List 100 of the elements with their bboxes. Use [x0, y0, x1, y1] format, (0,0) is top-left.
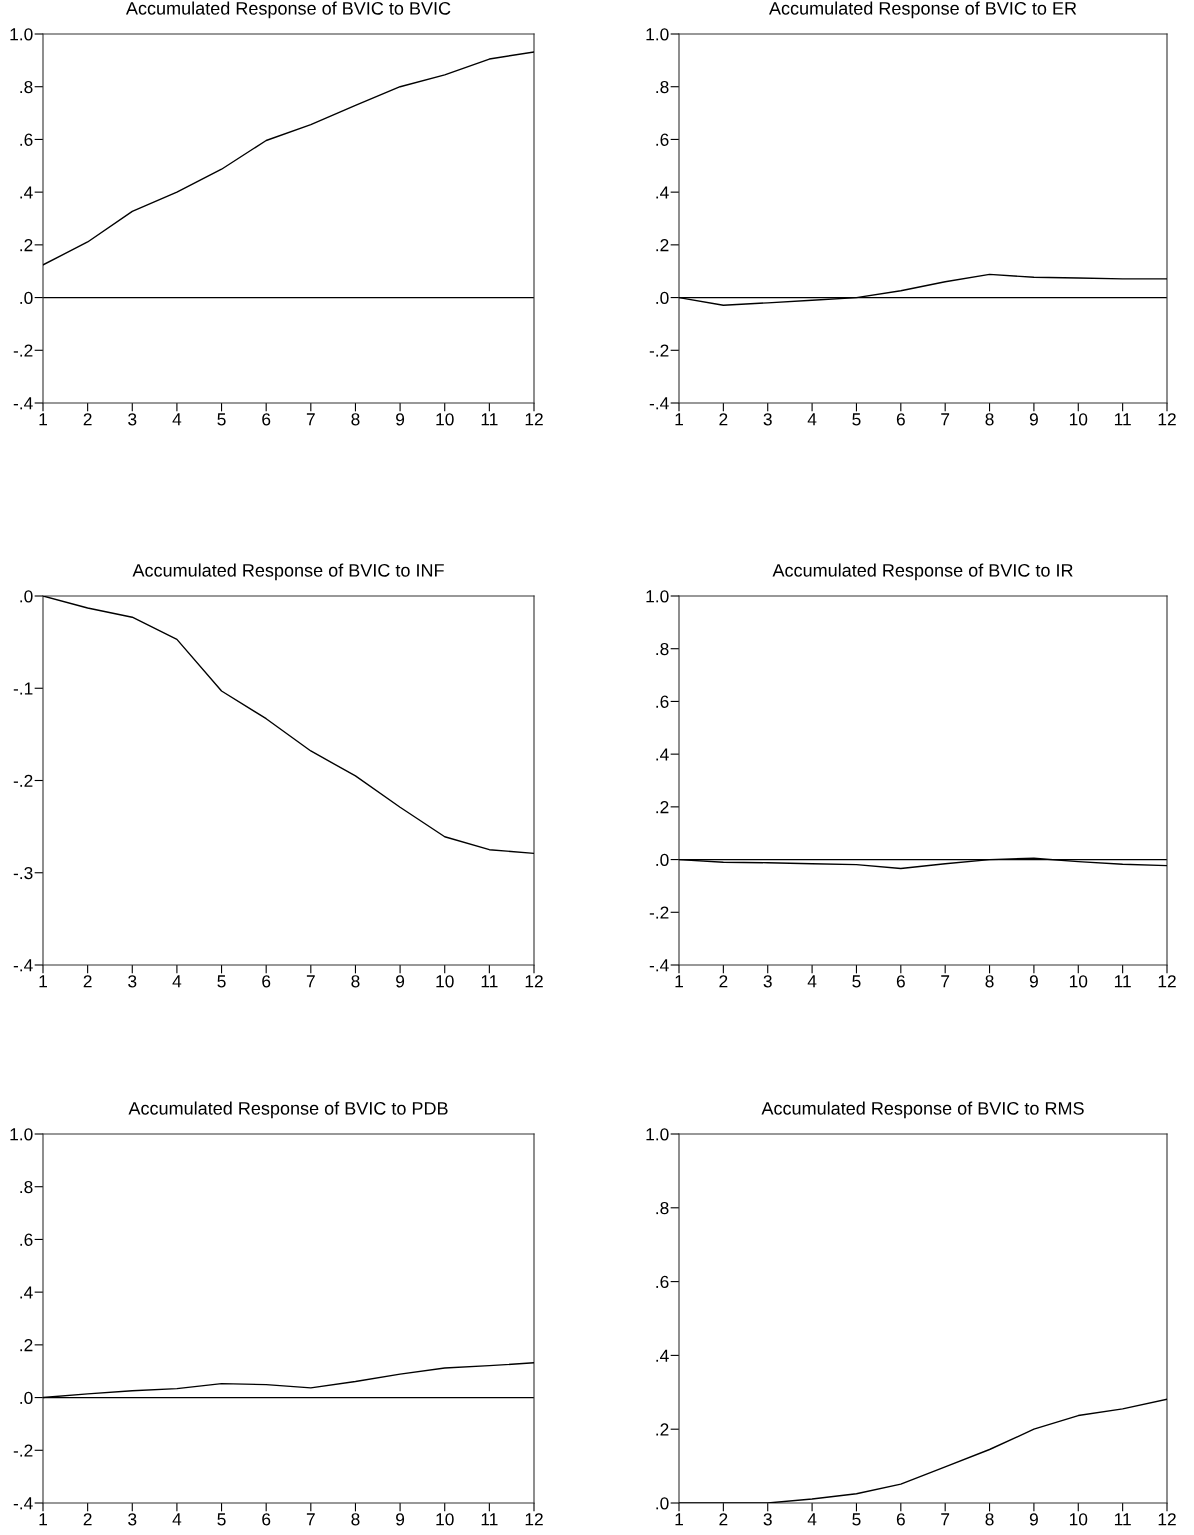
- x-tick-label: 3: [763, 413, 772, 426]
- x-tick-label: 2: [83, 413, 92, 426]
- y-tick-label: -.1: [13, 682, 33, 695]
- x-tick-label: 12: [525, 975, 543, 988]
- x-tick-label: 3: [763, 1513, 772, 1526]
- x-tick-label: 3: [128, 1513, 137, 1526]
- x-tick-label: 4: [807, 1513, 817, 1526]
- chart-title: Accumulated Response of BVIC to ER: [768, 1, 1077, 19]
- y-tick-label: 1.0: [646, 590, 669, 603]
- x-tick-label: 9: [396, 413, 405, 426]
- y-tick-label: .8: [20, 1180, 33, 1194]
- x-tick-label: 9: [1029, 975, 1038, 988]
- y-tick-label: .8: [20, 80, 33, 94]
- x-tick-label: 2: [719, 413, 728, 426]
- y-tick-label: 1.0: [646, 1128, 669, 1141]
- y-tick-label: -.4: [13, 397, 33, 410]
- y-tick-label: -.4: [649, 959, 669, 972]
- y-tick-label: .6: [656, 1275, 669, 1289]
- x-tick-label: 10: [436, 1513, 454, 1526]
- y-tick-label: .6: [656, 133, 669, 146]
- x-tick-label: 8: [351, 975, 360, 988]
- x-tick-label: 1: [39, 413, 47, 426]
- x-tick-label: 9: [1029, 413, 1038, 426]
- x-tick-label: 1: [675, 975, 683, 988]
- x-tick-label: 12: [525, 413, 543, 426]
- x-tick-label: 5: [852, 413, 861, 426]
- x-tick-label: 7: [306, 975, 315, 988]
- y-tick-label: -.4: [13, 959, 33, 972]
- x-tick-label: 6: [262, 975, 271, 988]
- y-tick-label: .6: [656, 695, 669, 708]
- x-tick-label: 8: [985, 1513, 994, 1526]
- y-tick-label: .4: [656, 748, 669, 761]
- x-tick-label: 8: [351, 413, 360, 426]
- chart-title: Accumulated Response of BVIC to PDB: [128, 1101, 448, 1119]
- y-tick-label: 1.0: [646, 28, 669, 41]
- x-tick-label: 2: [83, 1513, 92, 1526]
- x-tick-label: 4: [172, 975, 182, 988]
- x-tick-label: 11: [481, 975, 498, 988]
- x-tick-label: 6: [896, 413, 905, 426]
- x-tick-label: 7: [306, 1513, 315, 1526]
- x-tick-label: 11: [481, 413, 498, 426]
- x-tick-label: 1: [675, 413, 683, 426]
- y-tick-label: .4: [20, 186, 33, 199]
- y-tick-label: .0: [656, 291, 669, 305]
- x-tick-label: 2: [719, 1513, 728, 1526]
- y-tick-label: .0: [20, 291, 33, 305]
- x-tick-label: 7: [941, 1513, 950, 1526]
- x-tick-label: 7: [306, 413, 315, 426]
- x-tick-label: 6: [896, 975, 905, 988]
- x-tick-label: 12: [1158, 413, 1176, 426]
- y-tick-label: .0: [656, 853, 669, 867]
- y-tick-label: .0: [20, 1391, 33, 1405]
- x-tick-label: 7: [941, 413, 950, 426]
- y-tick-label: .0: [20, 590, 33, 603]
- y-tick-label: -.2: [13, 344, 33, 357]
- y-tick-label: 1.0: [10, 28, 33, 41]
- y-tick-label: .6: [20, 1233, 33, 1246]
- x-tick-label: 8: [985, 975, 994, 988]
- x-tick-label: 10: [436, 975, 454, 988]
- y-tick-label: -.2: [13, 1444, 33, 1457]
- x-tick-label: 7: [941, 975, 950, 988]
- chart-title: Accumulated Response of BVIC to BVIC: [125, 1, 451, 19]
- x-tick-label: 5: [217, 1513, 226, 1526]
- y-tick-label: .8: [656, 80, 669, 94]
- y-tick-label: .8: [656, 1201, 669, 1215]
- x-tick-label: 5: [217, 413, 226, 426]
- chart-title: Accumulated Response of BVIC to INF: [132, 563, 444, 581]
- x-tick-label: 10: [1069, 413, 1088, 426]
- y-tick-label: -.2: [649, 906, 669, 919]
- x-tick-label: 1: [39, 975, 47, 988]
- x-tick-label: 9: [396, 1513, 405, 1526]
- x-tick-label: 4: [807, 975, 817, 988]
- chart-title: Accumulated Response of BVIC to RMS: [761, 1101, 1084, 1119]
- x-tick-label: 6: [262, 413, 271, 426]
- x-tick-label: 5: [852, 1513, 861, 1526]
- x-tick-label: 4: [172, 413, 182, 426]
- x-tick-label: 8: [351, 1513, 360, 1526]
- y-tick-label: .2: [656, 1423, 669, 1436]
- x-tick-label: 9: [1029, 1513, 1038, 1526]
- y-tick-label: -.4: [13, 1497, 33, 1510]
- y-tick-label: .6: [20, 133, 33, 146]
- x-tick-label: 4: [172, 1513, 182, 1526]
- x-tick-label: 5: [852, 975, 861, 988]
- y-tick-label: .2: [656, 801, 669, 814]
- x-tick-label: 3: [763, 975, 772, 988]
- x-tick-label: 12: [1158, 975, 1176, 988]
- y-tick-label: -.3: [13, 866, 33, 880]
- x-tick-label: 11: [1114, 1513, 1131, 1526]
- x-tick-label: 3: [128, 413, 137, 426]
- x-tick-label: 2: [83, 975, 92, 988]
- x-tick-label: 8: [985, 413, 994, 426]
- x-tick-label: 9: [396, 975, 405, 988]
- y-tick-label: 1.0: [10, 1128, 33, 1141]
- x-tick-label: 10: [1069, 1513, 1088, 1526]
- x-tick-label: 2: [719, 975, 728, 988]
- y-tick-label: .4: [656, 186, 669, 199]
- chart-title: Accumulated Response of BVIC to IR: [772, 563, 1073, 581]
- x-tick-label: 12: [1158, 1513, 1176, 1526]
- x-tick-label: 3: [128, 975, 137, 988]
- x-tick-label: 11: [1114, 413, 1131, 426]
